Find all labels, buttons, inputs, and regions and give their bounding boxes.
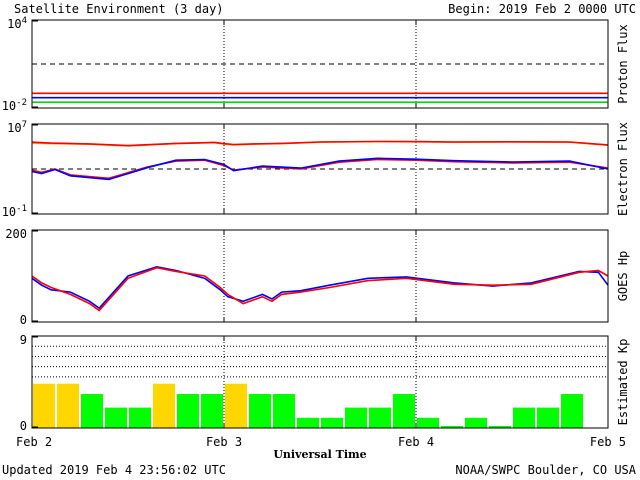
kp-bar bbox=[441, 426, 463, 428]
y-tick-label: 10-1 bbox=[2, 204, 27, 219]
kp-bar bbox=[345, 407, 367, 428]
x-tick-label: Feb 4 bbox=[398, 435, 434, 449]
panel-ylabel: GOES Hp bbox=[616, 251, 630, 302]
kp-bar bbox=[513, 407, 535, 428]
x-tick-label: Feb 2 bbox=[16, 435, 52, 449]
panel-ylabel: Proton Flux bbox=[616, 24, 630, 103]
y-tick-label: 9 bbox=[20, 333, 27, 347]
panel-ylabel: Electron Flux bbox=[616, 122, 630, 216]
kp-bar bbox=[249, 394, 271, 428]
y-tick-label: 10-2 bbox=[2, 98, 27, 113]
panel-1: 104 10-2 Proton Flux bbox=[2, 16, 630, 113]
chart-title: Satellite Environment (3 day) bbox=[14, 2, 224, 16]
credit-text: NOAA/SWPC Boulder, CO USA bbox=[455, 463, 636, 477]
kp-bar bbox=[297, 417, 319, 428]
kp-bar bbox=[105, 407, 127, 428]
kp-bar bbox=[561, 394, 583, 428]
kp-bar bbox=[129, 407, 151, 428]
panel-frame bbox=[31, 229, 609, 323]
kp-bar bbox=[273, 394, 295, 428]
y-tick-label: 0 bbox=[20, 419, 27, 433]
panel-4: 9 0 Estimated Kp bbox=[20, 333, 630, 433]
kp-bar bbox=[81, 394, 103, 428]
y-tick-label: 0 bbox=[20, 313, 27, 327]
kp-bar bbox=[537, 407, 559, 428]
x-tick-label: Feb 5 bbox=[590, 435, 626, 449]
kp-bar bbox=[369, 407, 391, 428]
panel-2: 107 10-1 Electron Flux bbox=[2, 120, 630, 219]
x-tick-label: Feb 3 bbox=[206, 435, 242, 449]
y-tick-label: 200 bbox=[5, 227, 27, 241]
panel-ylabel: Estimated Kp bbox=[616, 339, 630, 426]
series-line bbox=[31, 140, 609, 147]
kp-bar bbox=[393, 394, 415, 428]
panel-3: 200 0 GOES Hp bbox=[5, 227, 630, 327]
kp-bar bbox=[153, 383, 175, 428]
kp-bar bbox=[489, 426, 511, 428]
kp-bar bbox=[321, 417, 343, 428]
kp-bar bbox=[417, 417, 439, 428]
kp-bar bbox=[465, 417, 487, 428]
series-line bbox=[31, 265, 609, 310]
begin-time: Begin: 2019 Feb 2 0000 UTC bbox=[448, 2, 636, 16]
panel-frame bbox=[31, 335, 609, 429]
panel-frame bbox=[31, 123, 609, 215]
kp-bar bbox=[225, 383, 247, 428]
series-line bbox=[31, 157, 609, 181]
series-line bbox=[31, 266, 609, 312]
updated-timestamp: Updated 2019 Feb 4 23:56:02 UTC bbox=[2, 463, 226, 477]
y-tick-label: 107 bbox=[7, 120, 27, 135]
x-axis-label: Universal Time bbox=[273, 448, 366, 461]
kp-bar bbox=[201, 394, 223, 428]
panel-frame bbox=[31, 19, 609, 109]
kp-bar bbox=[177, 394, 199, 428]
kp-bar bbox=[57, 383, 79, 428]
y-tick-label: 104 bbox=[7, 16, 27, 31]
kp-bar bbox=[33, 383, 55, 428]
